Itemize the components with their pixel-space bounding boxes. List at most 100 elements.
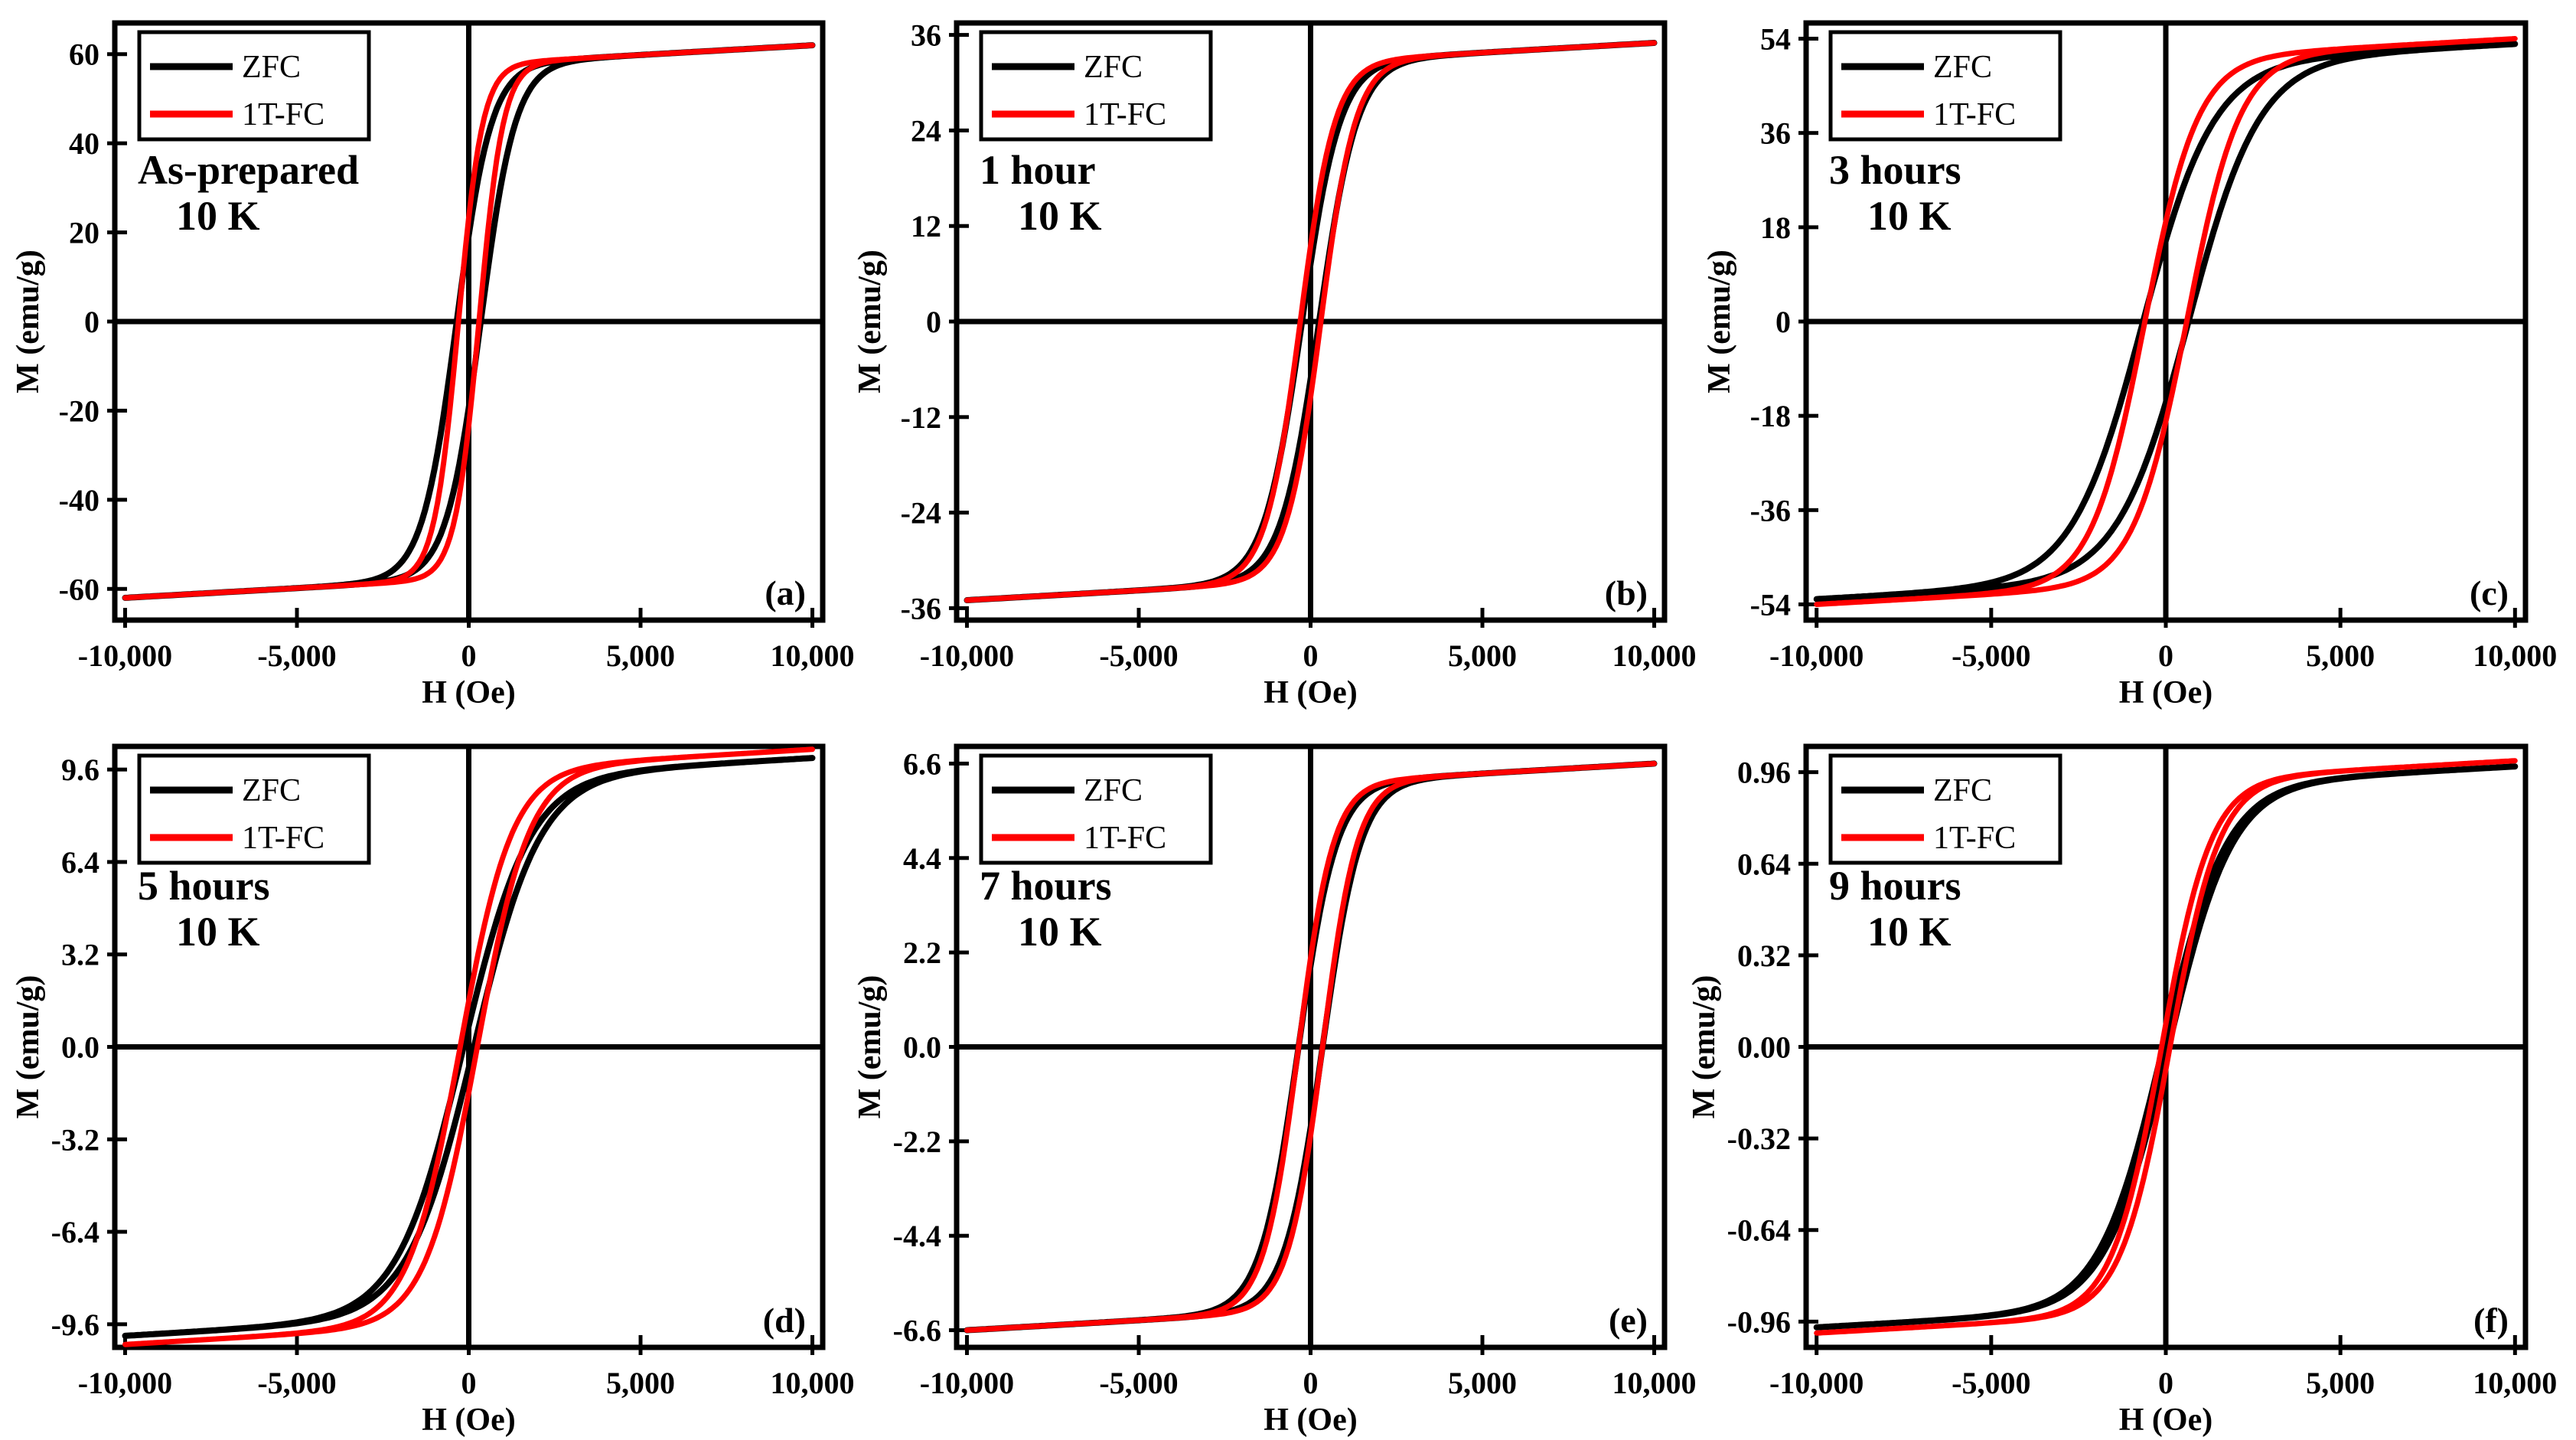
annotation-sample: 7 hours — [980, 863, 1112, 909]
y-tick-label: 2.2 — [903, 936, 941, 970]
y-tick-label: 36 — [911, 18, 941, 53]
y-tick-label: 24 — [911, 113, 941, 148]
annotation-temperature: 10 K — [1018, 193, 1102, 239]
legend — [137, 30, 371, 142]
panel-label: (c) — [2470, 573, 2509, 612]
y-tick-label: -12 — [901, 400, 941, 435]
x-tick-label: -10,000 — [1769, 1366, 1864, 1400]
chart-panel-4: -10,000 -5,000 0 5,000 10,000 -9.6 -6.4 -3.2 0.0… — [11, 743, 855, 1438]
x-tick-label: 10,000 — [1612, 1366, 1697, 1400]
y-tick-label: 0 — [1775, 305, 1791, 339]
y-tick-label: -18 — [1750, 399, 1791, 433]
x-tick-label: -5,000 — [1952, 1366, 2030, 1400]
series-line-zfc — [122, 755, 816, 1339]
panel-label: (f) — [2473, 1301, 2509, 1340]
x-tick-label: 0 — [461, 638, 477, 673]
x-tick-label: 0 — [1303, 638, 1319, 673]
y-axis-title: M (emu/g) — [11, 250, 46, 393]
annotation-sample: 9 hours — [1829, 863, 1961, 909]
x-tick-label: -5,000 — [1099, 1366, 1178, 1400]
legend-label: 1T-FC — [242, 821, 324, 856]
annotation-sample: 5 hours — [138, 863, 270, 909]
y-tick-label: -40 — [59, 483, 99, 518]
series-line-1t-fc — [964, 760, 1657, 1334]
legend-label: ZFC — [242, 50, 301, 85]
y-tick-label: 0 — [84, 305, 99, 339]
y-tick-label: -20 — [59, 393, 99, 428]
y-axis-title: M (emu/g) — [1687, 975, 1722, 1119]
x-axis-title: H (Oe) — [1264, 675, 1357, 710]
panel-label: (e) — [1609, 1301, 1648, 1340]
annotation-temperature: 10 K — [1867, 909, 1952, 955]
x-tick-label: 5,000 — [1448, 638, 1517, 673]
series-line-zfc — [1813, 763, 2519, 1331]
y-tick-label: -54 — [1750, 587, 1791, 622]
x-tick-label: 0 — [461, 1366, 477, 1400]
legend-label: 1T-FC — [1084, 97, 1166, 132]
x-tick-label: -10,000 — [920, 638, 1014, 673]
y-tick-label: -0.32 — [1727, 1122, 1791, 1156]
panel-label: (a) — [765, 573, 806, 612]
y-tick-label: 60 — [69, 38, 99, 72]
annotation-temperature: 10 K — [1018, 909, 1102, 955]
legend — [137, 753, 371, 865]
chart-panel-3: -10,000 -5,000 0 5,000 10,000 -54 -36 -18 0 18 36 5… — [1702, 20, 2557, 710]
y-tick-label: -3.2 — [51, 1122, 99, 1157]
y-tick-label: 0.0 — [61, 1030, 99, 1065]
legend-label: 1T-FC — [1933, 821, 2016, 856]
x-axis-title: H (Oe) — [2119, 675, 2212, 710]
y-tick-label: -4.4 — [893, 1219, 941, 1253]
x-tick-label: -5,000 — [257, 1366, 336, 1400]
annotation-sample: 3 hours — [1829, 147, 1961, 193]
y-tick-label: 0.64 — [1737, 847, 1791, 881]
x-axis-title: H (Oe) — [422, 675, 515, 710]
x-tick-label: 0 — [1303, 1366, 1319, 1400]
x-tick-label: -10,000 — [920, 1366, 1014, 1400]
y-tick-label: -9.6 — [51, 1308, 99, 1342]
x-axis-title: H (Oe) — [1264, 1402, 1357, 1438]
annotation-temperature: 10 K — [176, 193, 260, 239]
y-tick-label: -24 — [901, 496, 941, 531]
x-tick-label: -10,000 — [78, 1366, 172, 1400]
y-tick-label: 40 — [69, 126, 99, 161]
y-tick-label: 54 — [1760, 22, 1791, 57]
x-tick-label: 10,000 — [2473, 1366, 2557, 1400]
y-tick-label: -0.64 — [1727, 1213, 1791, 1248]
x-tick-label: 5,000 — [1448, 1366, 1517, 1400]
chart-panel-5: -10,000 -5,000 0 5,000 10,000 -6.6 -4.4 -2.2 0.0… — [853, 743, 1697, 1438]
annotation-sample: 1 hour — [980, 147, 1096, 193]
legend — [1828, 30, 2062, 142]
series-line-1t-fc — [122, 746, 815, 1347]
x-tick-label: 5,000 — [2306, 1366, 2375, 1400]
y-tick-label: 0.96 — [1737, 756, 1791, 790]
annotation-temperature: 10 K — [1867, 193, 1952, 239]
y-tick-label: 0 — [926, 305, 941, 339]
series-line-1t-fc — [122, 42, 815, 601]
x-tick-label: -10,000 — [78, 638, 172, 673]
legend-label: ZFC — [1933, 50, 1992, 85]
y-tick-label: 36 — [1760, 116, 1791, 151]
y-axis-title: M (emu/g) — [853, 250, 888, 393]
y-tick-label: -6.4 — [51, 1215, 99, 1249]
series-line-1t-fc — [964, 40, 1657, 603]
y-tick-label: -0.96 — [1727, 1304, 1791, 1339]
legend-label: 1T-FC — [1933, 97, 2016, 132]
x-tick-label: 10,000 — [1612, 638, 1697, 673]
y-tick-label: 0.00 — [1737, 1030, 1791, 1065]
y-axis-title: M (emu/g) — [11, 975, 46, 1119]
legend-label: 1T-FC — [1084, 821, 1166, 856]
x-tick-label: 5,000 — [2306, 638, 2375, 673]
y-tick-label: 18 — [1760, 211, 1791, 245]
series-line-1t-fc — [1814, 36, 2518, 607]
x-tick-label: 10,000 — [771, 1366, 855, 1400]
y-tick-label: -60 — [59, 572, 99, 606]
annotation-temperature: 10 K — [176, 909, 260, 955]
y-axis-title: M (emu/g) — [853, 975, 888, 1119]
chart-panel-2: -10,000 -5,000 0 5,000 10,000 -36 -24 -12 0 12 24 3… — [853, 18, 1697, 710]
x-axis-title: H (Oe) — [422, 1402, 515, 1438]
legend-label: ZFC — [1084, 50, 1143, 85]
y-tick-label: 6.6 — [903, 746, 941, 781]
y-tick-label: 20 — [69, 216, 99, 250]
y-tick-label: 6.4 — [61, 845, 99, 880]
